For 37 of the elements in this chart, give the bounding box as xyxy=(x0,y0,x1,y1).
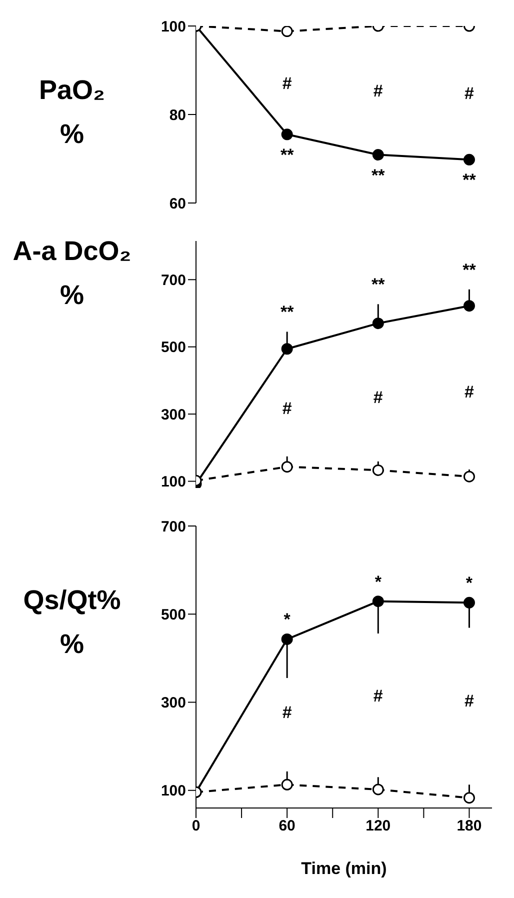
y-tick-label: 300 xyxy=(160,694,186,712)
x-axis-title: Time (min) xyxy=(301,859,387,878)
annotation: * xyxy=(374,572,382,592)
y-tick-label: 100 xyxy=(160,474,186,491)
annotation: # xyxy=(282,702,292,722)
y-axis-title: Qs/Qt% % xyxy=(22,584,122,661)
y-tick-label: 60 xyxy=(169,195,186,212)
y-tick-label: 700 xyxy=(160,518,186,536)
annotation: ** xyxy=(462,170,476,190)
x-tick-label: 0 xyxy=(192,818,200,835)
annotation: ** xyxy=(280,145,294,164)
y-axis-title: A-a DcO₂ % xyxy=(12,235,132,312)
annotation: # xyxy=(373,686,384,706)
annotation: * xyxy=(466,574,473,593)
x-tick-label: 180 xyxy=(456,818,482,835)
y-tick-label: 700 xyxy=(160,272,186,289)
y-tick-label: 300 xyxy=(160,406,186,424)
x-tick-label: 120 xyxy=(366,818,391,835)
annotation: ** xyxy=(372,275,386,294)
y-tick-label: 500 xyxy=(160,339,186,356)
y-tick-label: 100 xyxy=(160,782,186,800)
annotation: ** xyxy=(280,302,294,322)
y-tick-label: 80 xyxy=(169,106,186,124)
annotation: ** xyxy=(372,166,386,185)
annotation: # xyxy=(282,398,292,418)
y-tick-label: 500 xyxy=(160,606,186,624)
annotation: # xyxy=(373,81,384,100)
annotation: * xyxy=(284,610,291,630)
annotation: # xyxy=(464,382,474,402)
annotation: # xyxy=(373,388,384,407)
annotation: # xyxy=(282,74,292,93)
x-tick-label: 60 xyxy=(278,818,296,835)
annotation: ** xyxy=(462,260,476,280)
y-tick-label: 100 xyxy=(160,18,186,36)
y-axis-title: PaO₂ % xyxy=(38,74,106,151)
annotation: # xyxy=(464,691,474,710)
annotation: # xyxy=(464,84,474,103)
